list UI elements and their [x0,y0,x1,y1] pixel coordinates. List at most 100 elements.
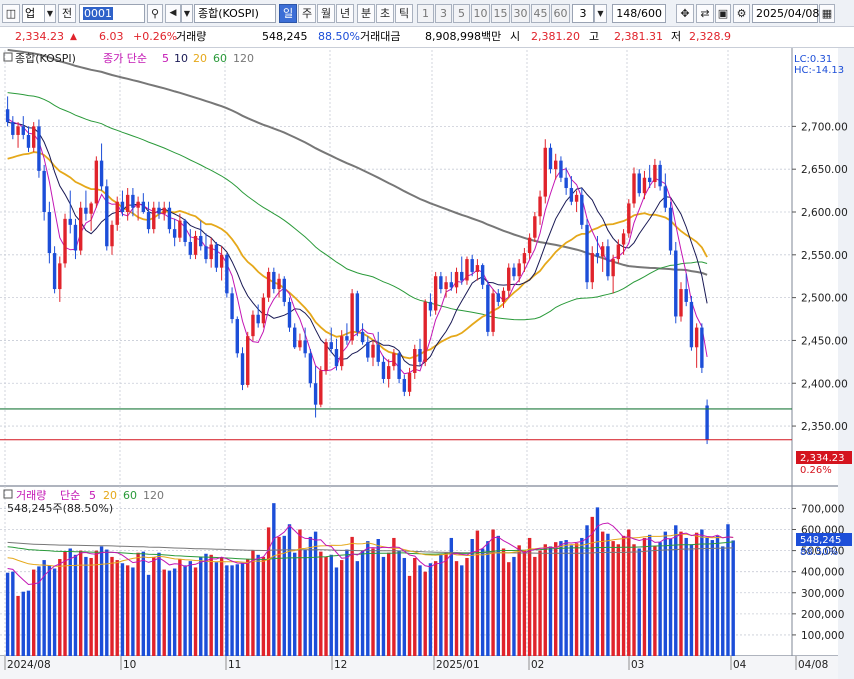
candle [37,119,41,178]
volume-bar [721,546,725,656]
volume-bar [73,554,78,656]
period-month-tab[interactable]: 월 [317,4,335,23]
volume-bar [11,571,15,656]
code-input[interactable]: 0001 [79,4,145,23]
candle-body [444,282,448,290]
volume-axis: 100,000200,000300,000400,000500,000600,0… [792,503,844,642]
candle [590,246,594,290]
save-icon[interactable]: ▣ [715,4,731,23]
candle-body [480,265,485,285]
volume-bar [78,550,83,656]
candle [16,122,20,148]
candle-body [115,201,119,225]
search-icon[interactable]: ⚲ [147,4,163,23]
speaker-icon[interactable]: ◀ [165,4,181,23]
candle [460,256,464,285]
candle-body [606,246,610,277]
volume-bar [554,542,558,656]
candle-body [595,253,600,257]
candle [679,282,683,322]
volume-bar [407,575,412,656]
calendar-icon[interactable]: ▦ [819,4,835,23]
candle-body [600,246,605,257]
volume-bar [679,531,683,656]
candle [522,247,527,272]
volume-bar [350,536,354,656]
candle [68,190,72,234]
candle-body [219,254,224,268]
period-tick-tab[interactable]: 틱 [395,4,413,23]
volume-bar [329,554,333,656]
volume-bar [345,549,349,656]
volume-bar [125,565,130,656]
prev-code-button[interactable]: 전 [58,4,76,23]
market-dropdown-icon[interactable]: ▼ [44,4,56,23]
candle [235,316,239,358]
interval-60[interactable]: 60 [551,4,570,23]
interval-30[interactable]: 30 [511,4,530,23]
candle-body [157,207,161,214]
volume-bar [381,556,386,656]
volume-bar [674,525,678,656]
period-day-tab[interactable]: 일 [279,4,297,23]
candle-body [538,196,542,217]
interval-3[interactable]: 3 [435,4,452,23]
candle-body [611,259,615,277]
candle [386,359,391,388]
right-scrollbar[interactable] [838,48,854,679]
candle-body [47,212,52,254]
volume-readout: 548,245주(88.50%) [7,502,113,515]
candle [381,355,386,384]
zoom-in-icon[interactable]: ✥ [676,4,694,23]
volume-bar [37,566,41,656]
candle-body [439,276,443,290]
layout-icon[interactable]: ◫ [2,4,20,23]
price-tick-label: 2,500.00 [801,293,848,305]
candle-body [642,177,647,194]
candle-body [663,186,668,208]
interval-input[interactable]: 3 [572,4,594,23]
interval-1[interactable]: 1 [417,4,434,23]
candle [574,190,579,212]
interval-15[interactable]: 15 [491,4,510,23]
last-volume-pct: 88.50% [800,547,838,558]
volume-bar [277,536,281,656]
period-second-tab[interactable]: 초 [376,4,394,23]
interval-5[interactable]: 5 [453,4,470,23]
candle [543,139,547,204]
candle [188,229,193,260]
candle-body [324,342,328,371]
candle [569,176,574,206]
volume-bar [559,541,563,656]
period-week-tab[interactable]: 주 [298,4,316,23]
candle [533,212,537,242]
volume-bar [700,529,704,656]
period-minute-tab[interactable]: 분 [357,4,375,23]
volume-tick-label: 200,000 [801,609,844,621]
volume-bar [141,551,146,656]
volume-bar [319,551,323,656]
candle-body [574,194,579,202]
count-input[interactable]: 148/600 [612,4,666,23]
candle-body [287,301,292,328]
volume-bar [115,560,119,656]
gear-icon[interactable]: ⚙ [733,4,750,23]
period-year-tab[interactable]: 년 [336,4,354,23]
candle [266,267,271,302]
candle [167,201,172,234]
volume-bar [47,565,52,656]
interval-10[interactable]: 10 [471,4,490,23]
candle [251,310,255,341]
candle [684,273,688,307]
history-dropdown-icon[interactable]: ▼ [181,4,193,23]
compare-icon[interactable]: ⇄ [696,4,714,23]
interval-dropdown-icon[interactable]: ▼ [594,4,607,23]
candle [272,267,276,294]
date-input[interactable]: 2025/04/08 [752,4,819,23]
candle-body [277,278,281,290]
candle-body [376,344,380,362]
volume-tick-label: 100,000 [801,630,844,642]
interval-45[interactable]: 45 [531,4,550,23]
candle [209,237,213,268]
